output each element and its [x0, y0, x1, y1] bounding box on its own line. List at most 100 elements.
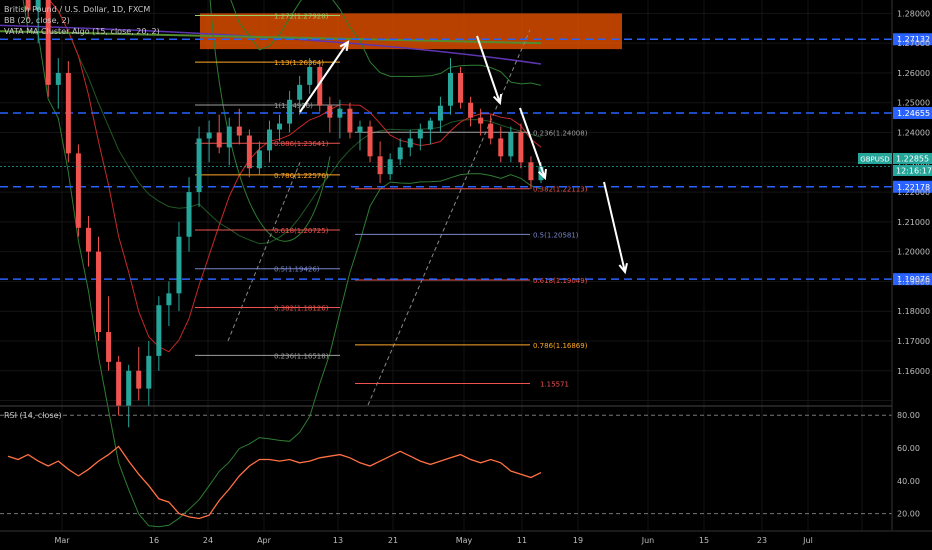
candle-body: [75, 153, 81, 228]
fib-label: 0.886(1.23641): [274, 140, 329, 148]
candle-body: [106, 332, 112, 362]
arrow-head: [492, 93, 503, 106]
candle-body: [55, 72, 61, 85]
candle-body: [277, 123, 283, 130]
candle-body: [126, 370, 132, 407]
badge-price: 1.22855: [896, 155, 929, 164]
candle-body: [458, 72, 464, 103]
candle-body: [478, 117, 484, 124]
price-tick-label: 1.20000: [897, 248, 930, 257]
time-tick-label: May: [456, 536, 473, 545]
candle-body: [307, 67, 313, 85]
candle-body: [246, 135, 252, 169]
candle-body: [25, 0, 31, 11]
bb-basis-line: [48, 0, 542, 245]
candle-body: [146, 355, 152, 389]
horizontal-level-badge: [893, 107, 932, 120]
time-tick-label: 11: [517, 536, 527, 545]
arrow-head: [618, 262, 628, 275]
candle-body: [488, 123, 494, 139]
candle-body: [166, 293, 172, 306]
horizontal-levels[interactable]: 1.27132 1.24655 1.22178 1.19076: [0, 33, 932, 286]
fib-label: 0.786(1.22576): [274, 172, 329, 180]
candle-body: [256, 150, 262, 169]
arrow-head: [537, 168, 547, 181]
candle-body: [226, 126, 232, 148]
candle-body: [427, 120, 433, 130]
time-tick-label: 13: [333, 536, 343, 545]
candle-body: [196, 138, 202, 193]
bb-lower-line: [22, 0, 542, 528]
horizontal-level-label: 1.27132: [897, 35, 930, 44]
rsi-line: [7, 445, 542, 520]
price-tick-label: 1.22000: [897, 188, 930, 197]
fib-label: 1.272(1.27928): [274, 13, 329, 21]
legend-symbol: British Pound / U.S. Dollar, 1D, FXCM: [4, 5, 151, 14]
grid: [0, 0, 892, 530]
arrow-shaft: [603, 181, 626, 273]
candle-body: [327, 105, 333, 118]
rsi-tick-label: 40.00: [897, 477, 920, 486]
candle-body: [136, 370, 142, 389]
fib-label: 0.618(1.20725): [274, 227, 329, 235]
candle-body: [347, 108, 353, 133]
price-tick-label: 1.18000: [897, 307, 930, 316]
candle-body: [176, 236, 182, 294]
price-tick-label: 1.19000: [897, 277, 930, 286]
horizontal-level-label: 1.19076: [897, 275, 930, 284]
candle-body: [518, 132, 524, 163]
time-tick-label: Apr: [257, 536, 272, 545]
arrow-head: [339, 40, 350, 52]
candle-body: [468, 102, 474, 118]
fib-label: 0.236(1.24008): [533, 129, 588, 137]
horizontal-level-badge: [893, 273, 932, 286]
fib-label: 1.15571: [540, 381, 569, 389]
candle-body: [45, 0, 51, 85]
candle-body: [447, 72, 453, 106]
rsi-tick-label: 20.00: [897, 510, 920, 519]
candle-body: [206, 132, 212, 139]
badge-countdown: 12:16:17: [896, 167, 932, 176]
candle-body: [65, 72, 71, 154]
rsi-tick-label: 60.00: [897, 444, 920, 453]
rsi-tick-label: 80.00: [897, 411, 920, 420]
legend-bb: BB (20, close, 2): [4, 16, 70, 25]
horizontal-level-label: 1.22178: [897, 183, 930, 192]
resistance-zone[interactable]: [200, 13, 622, 50]
chart-legend: British Pound / U.S. Dollar, 1D, FXCM BB…: [4, 4, 160, 37]
arrow-shaft: [476, 35, 501, 104]
candle-body: [96, 251, 102, 333]
current-price-badge: GBPUSD 1.22855 12:16:17: [858, 153, 932, 176]
time-axis[interactable]: Mar 16 24 Apr 13 21 May 11 19 Jun 15 23 Jul: [0, 530, 932, 545]
candle-body: [528, 162, 534, 181]
price-tick-label: 1.27000: [897, 39, 930, 48]
fib-levels[interactable]: 1.272(1.27928) 1.13(1.26364) 1(1.24926) 0.8…: [195, 13, 588, 389]
price-tick-label: 1.24000: [897, 129, 930, 138]
fib-label: 0.786(1.16869): [533, 342, 588, 350]
price-tick-label: 1.26000: [897, 69, 930, 78]
arrow-shaft: [299, 41, 349, 113]
time-tick-label: 16: [149, 536, 159, 545]
candle-body: [317, 67, 323, 106]
time-tick-label: 21: [388, 536, 398, 545]
candle-body: [357, 126, 363, 133]
fib-label: 0.382(1.22113): [533, 186, 588, 194]
candle-body: [216, 132, 222, 148]
ma-red-line: [48, 0, 542, 353]
candle-body: [236, 126, 242, 136]
candle-body: [297, 84, 303, 100]
badge-symbol: GBPUSD: [860, 156, 889, 164]
trend-dashed-line: [367, 29, 531, 406]
fib-label: 1.13(1.26364): [274, 59, 324, 67]
price-tick-label: 1.25000: [897, 99, 930, 108]
time-tick-label: Jul: [802, 536, 813, 545]
candles: [25, 0, 544, 428]
annotation-arrows[interactable]: [0, 35, 892, 275]
horizontal-level-badge: [893, 180, 932, 193]
candle-body: [337, 108, 343, 118]
time-tick-label: 23: [757, 536, 767, 545]
time-tick-label: Jun: [641, 536, 655, 545]
time-tick-label: 19: [573, 536, 583, 545]
price-tick-label: 1.16000: [897, 367, 930, 376]
